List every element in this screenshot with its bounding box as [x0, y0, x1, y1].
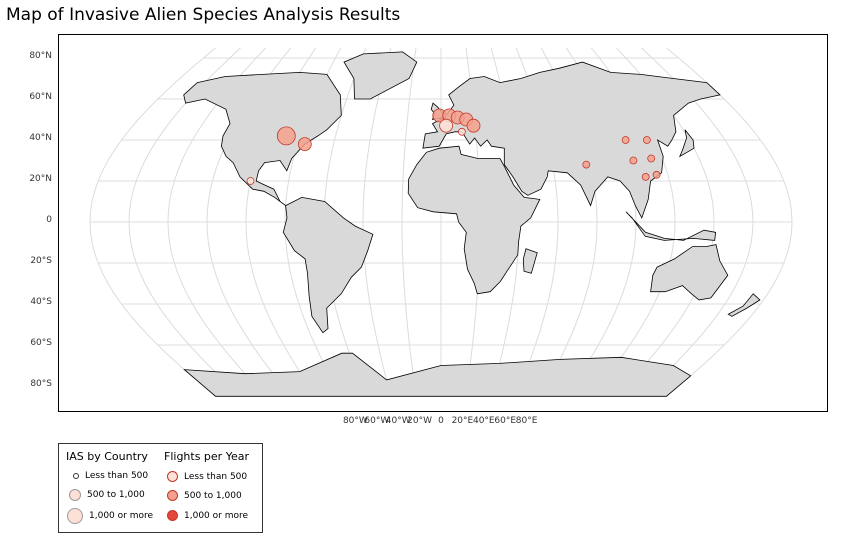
graticule-meridian — [401, 47, 417, 397]
ias-legend-item-medium: 500 to 1,000 — [69, 489, 145, 501]
medium-circle-icon — [69, 489, 81, 501]
australia-landmass — [650, 244, 729, 301]
ias-marker — [297, 137, 312, 151]
greenland-landmass — [343, 51, 418, 100]
longitude-tick-label: 60°W — [364, 416, 390, 426]
map-legend: IAS by Country Less than 500 500 to 1,00… — [58, 443, 263, 533]
latitude-tick-label: 60°N — [29, 92, 52, 102]
graticule-meridian — [666, 47, 793, 397]
ias-marker — [652, 170, 661, 179]
flights-legend-label: Less than 500 — [184, 471, 248, 482]
mid-flights-circle-icon — [167, 490, 178, 501]
ias-markers — [246, 108, 661, 185]
longitude-axis: 80°W 60°W 40°W 20°W 0 20°E 40°E 60°E 80°E — [0, 416, 850, 430]
new-zealand-landmass — [727, 293, 761, 317]
graticule-meridian — [362, 47, 392, 397]
ias-marker — [621, 136, 630, 144]
ias-marker — [629, 156, 638, 165]
small-circle-icon — [73, 473, 79, 479]
ias-legend-item-large: 1,000 or more — [67, 508, 153, 524]
longitude-tick-label: 40°E — [472, 416, 495, 426]
graticule-meridian — [640, 47, 754, 397]
japan-landmass — [678, 129, 695, 158]
ias-legend-label: 500 to 1,000 — [87, 490, 145, 500]
north-america-landmass — [183, 71, 342, 206]
low-flights-circle-icon — [167, 471, 178, 482]
latitude-tick-label: 40°S — [30, 297, 52, 307]
ias-marker — [643, 136, 651, 144]
longitude-tick-label: 20°W — [407, 416, 433, 426]
latitude-tick-label: 60°S — [30, 338, 52, 348]
longitude-tick-label: 60°E — [494, 416, 517, 426]
map-panel[interactable] — [58, 34, 828, 412]
flights-legend-title: Flights per Year — [164, 450, 249, 463]
ias-legend-label: 1,000 or more — [89, 511, 154, 521]
ias-legend-label: Less than 500 — [85, 471, 149, 481]
longitude-tick-label: 0 — [438, 416, 444, 426]
ias-marker — [439, 118, 454, 133]
flights-legend-item-high: 1,000 or more — [167, 510, 248, 521]
ias-marker — [641, 172, 650, 181]
latitude-tick-label: 80°N — [29, 51, 52, 61]
flights-legend-item-low: Less than 500 — [167, 471, 247, 482]
high-flights-circle-icon — [167, 510, 178, 521]
longitude-tick-label: 40°W — [385, 416, 411, 426]
africa-landmass — [407, 145, 541, 295]
madagascar-landmass — [522, 248, 538, 274]
ias-marker — [647, 154, 656, 163]
antarctica-landmass — [183, 352, 692, 397]
longitude-tick-label: 80°E — [515, 416, 538, 426]
large-circle-icon — [67, 508, 83, 524]
graticule-meridian — [89, 47, 216, 397]
graticule-meridian — [167, 47, 267, 397]
ias-marker — [582, 160, 591, 169]
latitude-tick-label: 0 — [46, 215, 52, 225]
flights-legend-item-mid: 500 to 1,000 — [167, 490, 242, 501]
latitude-tick-label: 20°N — [29, 174, 52, 184]
ias-marker — [276, 126, 296, 146]
south-america-landmass — [282, 196, 374, 334]
ias-marker — [246, 177, 255, 185]
latitude-tick-label: 20°S — [30, 256, 52, 266]
world-map[interactable] — [59, 35, 827, 411]
latitude-tick-label: 80°S — [30, 379, 52, 389]
longitude-tick-label: 80°W — [342, 416, 368, 426]
ias-legend-item-small: Less than 500 — [73, 471, 148, 481]
graticule-meridian — [128, 47, 242, 397]
flights-legend-label: 500 to 1,000 — [184, 490, 242, 501]
indonesia-landmass — [625, 211, 717, 241]
flights-legend-label: 1,000 or more — [184, 510, 249, 521]
ias-marker — [466, 118, 481, 133]
page-title: Map of Invasive Alien Species Analysis R… — [6, 5, 401, 25]
longitude-tick-label: 20°E — [451, 416, 474, 426]
latitude-tick-label: 40°N — [29, 133, 52, 143]
ias-marker — [457, 127, 466, 136]
ias-legend-title: IAS by Country — [66, 450, 148, 463]
